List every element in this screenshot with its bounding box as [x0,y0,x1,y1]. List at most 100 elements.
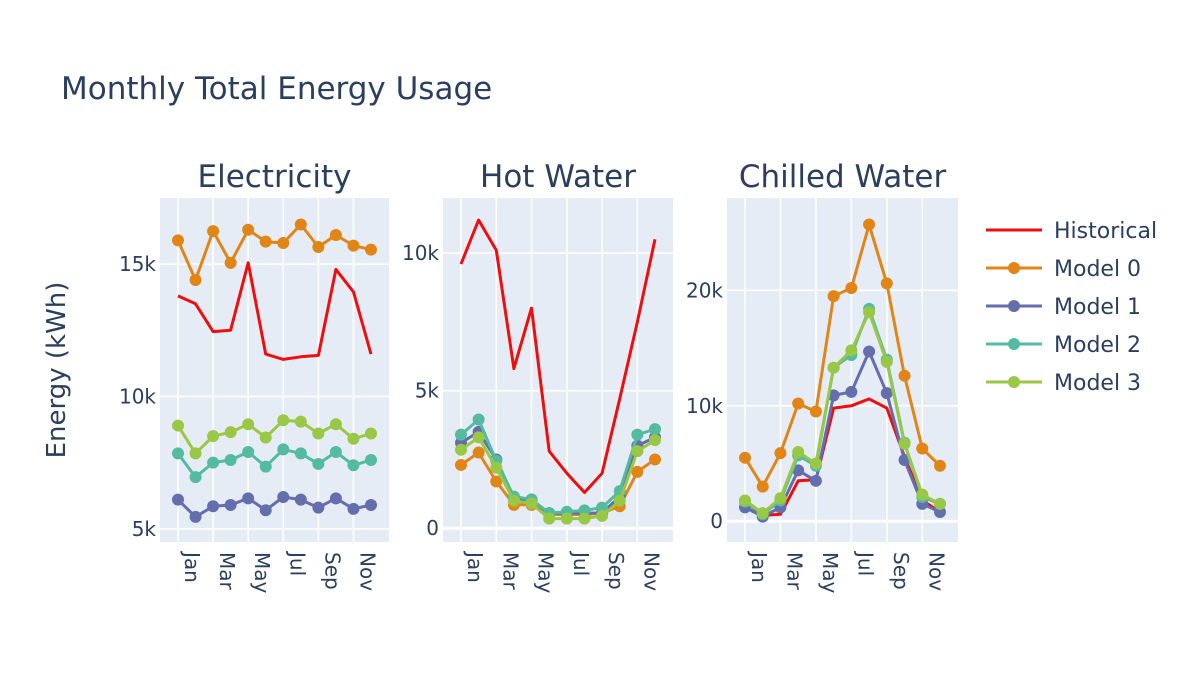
data-point [455,458,467,471]
data-point [365,498,377,511]
x-tick-label: Sep [320,552,344,590]
plot-area [160,198,389,542]
data-point [347,502,360,515]
data-point [207,225,220,238]
y-tick-label: 0 [710,509,723,533]
legend-item-model-0[interactable]: Model 0 [986,257,1141,282]
x-tick-label: Jul [285,550,309,576]
legend-item-model-2[interactable]: Model 2 [986,333,1141,358]
x-tick-label: Jan [747,550,771,583]
series-historical [177,261,373,361]
series-model-0 [739,218,946,493]
data-point [189,447,202,460]
data-point [863,306,876,319]
data-point [578,504,591,517]
subplot-electricity: 5k 10k 15k Jan Mar May Jul Sep Nov Electricity [119,159,389,594]
y-tick-label: 0 [426,516,439,540]
legend-label: Model 0 [1054,257,1141,282]
data-point [242,446,255,459]
data-point [312,240,325,253]
x-tick-label: Jul [853,550,877,576]
subplot-chilled-water: 0 10k 20k Jan Mar May Jul Sep Nov Chilled Water [686,159,958,594]
legend-item-model-3[interactable]: Model 3 [986,371,1141,396]
x-tick-label: Nov [924,552,948,591]
chart-title: Monthly Total Energy Usage [61,71,492,107]
x-tick-label: Sep [889,552,913,590]
data-point [172,493,184,506]
series-model-3 [739,306,946,520]
data-point [649,423,661,436]
data-point [224,426,237,439]
legend-label: Model 3 [1054,371,1141,396]
data-point [365,427,377,440]
data-point [365,243,377,256]
x-tick-label: Nov [639,552,663,591]
data-point [916,488,929,501]
data-point [631,445,644,458]
data-point [294,218,307,231]
data-point [172,234,184,247]
data-point [242,418,255,431]
series-model-3 [455,431,661,525]
data-point [224,256,237,269]
x-tick-label: May [534,552,558,594]
data-point [294,493,307,506]
data-point [312,427,325,440]
x-tick-label: Jul [569,550,593,576]
data-point [845,282,858,295]
data-point [543,512,556,525]
data-point [312,457,325,470]
data-point [880,277,893,290]
data-point [455,428,467,441]
data-point [934,497,946,510]
data-point [880,387,893,400]
x-tick-label: Sep [604,552,628,590]
data-point [898,369,911,382]
legend-label: Model 2 [1054,333,1141,358]
data-point [507,494,520,507]
data-point [329,418,342,431]
data-point [863,218,876,231]
data-point [490,461,503,474]
x-tick-label: Nov [355,552,379,591]
data-point [207,430,220,443]
data-point [739,451,751,464]
data-point [490,475,503,488]
x-tick-label: Jan [463,550,487,583]
x-tick-label: Jan [180,550,204,583]
data-point [277,414,290,427]
data-point [845,344,858,357]
data-point [578,512,591,525]
legend-marker [1008,262,1020,274]
x-tick-label: Mar [498,552,522,591]
data-point [845,385,858,398]
data-point [259,235,272,248]
data-point [613,494,626,507]
data-point [224,498,237,511]
subplots: 5k 10k 15k Jan Mar May Jul Sep Nov Electricity 0 5k… [119,159,958,594]
series-model-1 [172,491,377,523]
y-tick-label: 15k [119,252,156,276]
data-point [207,500,220,513]
data-point [774,492,787,505]
legend-item-historical[interactable]: Historical [986,219,1157,244]
data-point [259,504,272,517]
data-point [294,415,307,428]
subplot-title: Hot Water [480,159,636,195]
data-point [631,428,644,441]
data-point [649,453,661,466]
series-historical [459,218,657,494]
data-point [472,413,485,426]
data-point [472,431,485,444]
data-point [596,509,609,522]
data-point [898,437,911,450]
y-tick-label: 10k [402,241,439,265]
data-point [259,431,272,444]
data-point [827,361,840,374]
data-point [347,239,360,252]
legend-marker [1008,376,1020,388]
legend-marker [1008,300,1020,312]
legend-item-model-1[interactable]: Model 1 [986,295,1141,320]
data-point [259,460,272,473]
